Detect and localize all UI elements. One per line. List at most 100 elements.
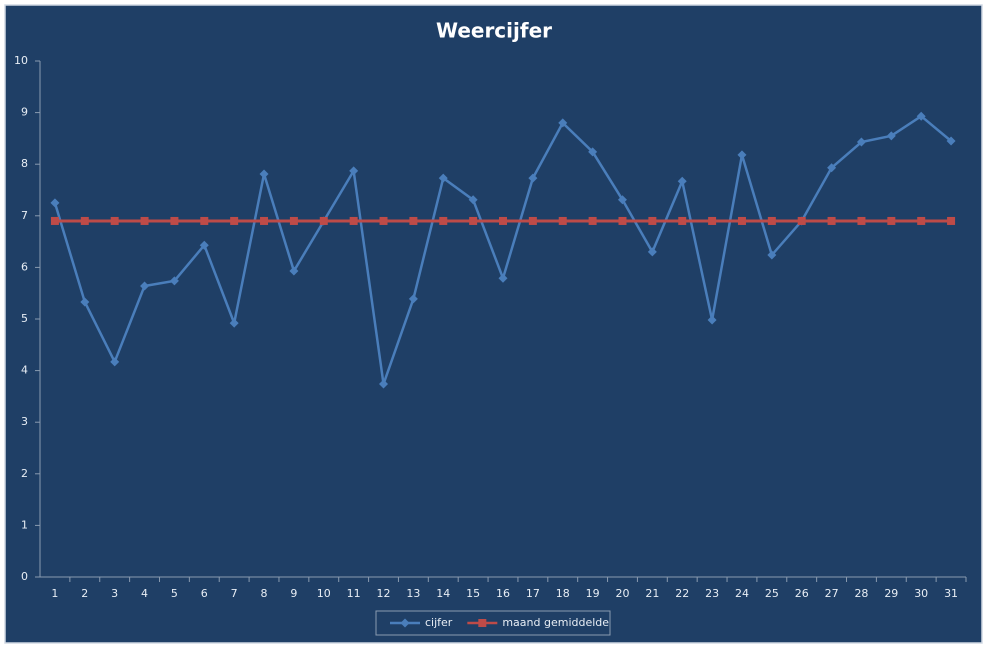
y-tick-label: 0 [21,570,28,583]
x-tick-label: 23 [705,587,719,600]
data-point [708,216,717,225]
data-point [349,166,359,176]
data-point [647,247,657,257]
x-tick-label: 31 [944,587,958,600]
y-tick-label: 3 [21,415,28,428]
x-tick-label: 11 [347,587,361,600]
chart-title: Weercijfer [436,19,552,43]
data-point [558,118,568,128]
x-tick-label: 12 [377,587,391,600]
data-point [737,150,747,160]
data-point [767,216,776,225]
data-point [199,240,209,250]
data-point [230,216,239,225]
x-tick-label: 14 [436,587,450,600]
data-point [169,276,179,286]
data-point [498,273,508,283]
data-point [438,173,448,183]
data-point [677,176,687,186]
x-tick-label: 17 [526,587,540,600]
data-point [618,216,627,225]
data-point [856,137,866,147]
data-point [468,195,478,205]
y-tick-label: 8 [21,157,28,170]
data-point [707,315,717,325]
data-point [408,294,418,304]
x-tick-label: 16 [496,587,510,600]
data-point [200,216,209,225]
x-tick-label: 13 [406,587,420,600]
data-point [558,216,567,225]
data-point [140,281,150,291]
data-point [528,216,537,225]
data-point [50,198,60,208]
data-point [409,216,418,225]
legend-box [375,610,611,636]
data-point [886,131,896,141]
x-tick-label: 19 [586,587,600,600]
data-point [737,216,746,225]
y-tick-label: 5 [21,312,28,325]
data-point [439,216,448,225]
y-tick-label: 6 [21,260,28,273]
x-tick-label: 26 [795,587,809,600]
x-tick-label: 7 [231,587,238,600]
data-point [499,216,507,225]
x-tick-label: 28 [854,587,868,600]
y-tick-label: 4 [21,364,28,377]
data-point [140,216,149,225]
x-tick-label: 27 [825,587,839,600]
x-tick-label: 21 [645,587,659,600]
legend-label: cijfer [425,616,453,629]
data-point [588,147,598,157]
x-tick-label: 29 [884,587,898,600]
x-tick-label: 6 [201,587,208,600]
data-point [379,216,388,225]
data-point [767,250,777,260]
x-tick-label: 15 [466,587,480,600]
x-tick-label: 1 [51,587,58,600]
data-point [469,216,478,225]
x-tick-label: 2 [81,587,88,600]
data-point [797,216,806,225]
x-tick-label: 8 [261,587,268,600]
data-point [289,216,298,225]
x-tick-label: 18 [556,587,570,600]
y-tick-label: 10 [14,54,28,67]
x-tick-label: 4 [141,587,148,600]
legend-marker [478,619,487,627]
data-point [528,173,538,183]
x-tick-label: 30 [914,587,928,600]
data-point [349,216,358,225]
x-tick-label: 5 [171,587,178,600]
legend-label: maand gemiddelde [502,616,609,629]
x-tick-label: 9 [290,587,297,600]
data-point [260,216,269,225]
data-point [110,357,120,367]
data-point [917,216,926,225]
y-tick-label: 7 [21,209,28,222]
data-point [678,216,687,225]
chart-background [4,4,983,644]
data-point [170,216,179,225]
data-point [80,297,90,307]
data-point [289,266,299,276]
data-point [319,216,328,225]
data-point [110,216,119,225]
y-tick-label: 1 [21,518,28,531]
x-tick-label: 24 [735,587,749,600]
data-point [827,216,836,225]
data-point [827,163,837,173]
y-tick-label: 9 [21,106,28,119]
x-tick-label: 25 [765,587,779,600]
x-tick-label: 20 [615,587,629,600]
data-point [588,216,597,225]
data-point [947,216,956,225]
data-point [259,169,269,179]
y-tick-label: 2 [21,467,28,480]
data-point [617,195,627,205]
data-point [229,318,239,328]
data-point [946,136,956,146]
data-point [648,216,657,225]
